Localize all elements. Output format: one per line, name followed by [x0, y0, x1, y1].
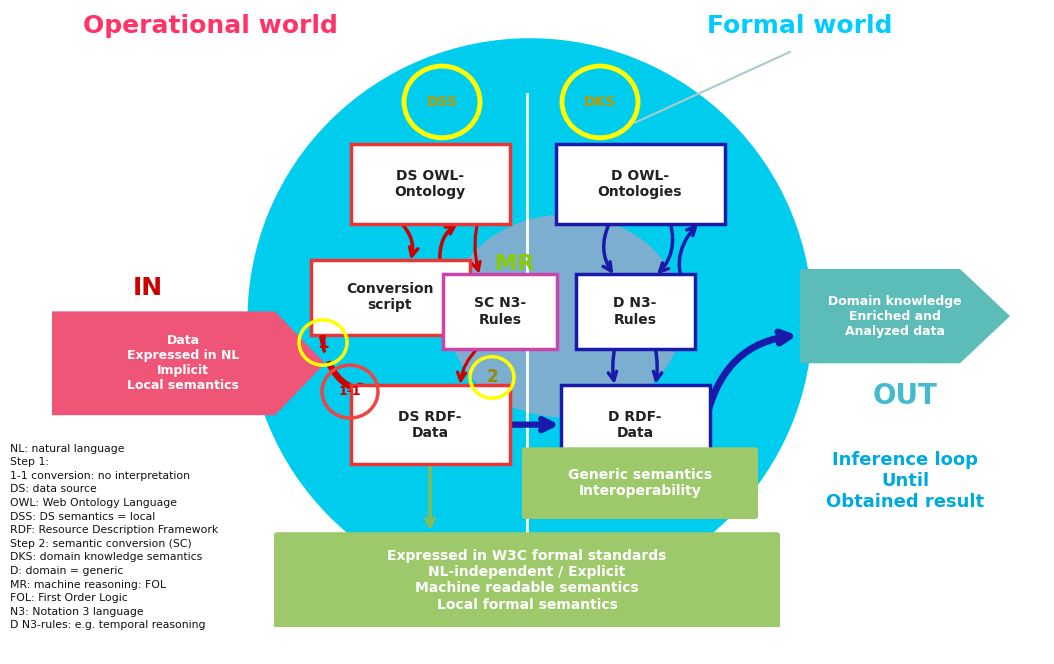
Text: Domain knowledge
Enriched and
Analyzed data: Domain knowledge Enriched and Analyzed d…: [828, 295, 962, 337]
FancyBboxPatch shape: [351, 385, 509, 464]
Text: MR: MR: [495, 254, 534, 274]
FancyBboxPatch shape: [443, 274, 557, 349]
FancyBboxPatch shape: [561, 385, 709, 464]
Ellipse shape: [248, 39, 813, 600]
Text: Formal world: Formal world: [707, 15, 893, 39]
Text: D N3-
Rules: D N3- Rules: [613, 296, 657, 327]
Text: D RDF-
Data: D RDF- Data: [608, 410, 662, 440]
Text: OUT: OUT: [873, 382, 937, 410]
Text: 2: 2: [486, 369, 497, 386]
FancyBboxPatch shape: [555, 144, 724, 224]
Text: Generic semantics
Interoperability: Generic semantics Interoperability: [568, 468, 713, 498]
Polygon shape: [52, 311, 325, 415]
Text: Conversion
script: Conversion script: [347, 282, 434, 312]
Text: D OWL-
Ontologies: D OWL- Ontologies: [598, 169, 682, 199]
Text: DS RDF-
Data: DS RDF- Data: [398, 410, 462, 440]
FancyBboxPatch shape: [522, 448, 758, 519]
Text: Operational world: Operational world: [82, 15, 337, 39]
FancyBboxPatch shape: [575, 274, 695, 349]
FancyBboxPatch shape: [274, 533, 780, 628]
Text: Data
Expressed in NL
Implicit
Local semantics: Data Expressed in NL Implicit Local sema…: [126, 334, 239, 392]
Text: DSS: DSS: [427, 95, 457, 109]
Text: NL: natural language
Step 1:
1-1 conversion: no interpretation
DS: data source
O: NL: natural language Step 1: 1-1 convers…: [9, 444, 218, 630]
Text: DKS: DKS: [584, 95, 617, 109]
Text: SC N3-
Rules: SC N3- Rules: [474, 296, 526, 327]
Text: 1-1: 1-1: [338, 385, 362, 398]
Text: 1: 1: [317, 333, 329, 351]
Polygon shape: [800, 269, 1010, 363]
FancyBboxPatch shape: [311, 260, 469, 335]
Text: DS OWL-
Ontology: DS OWL- Ontology: [394, 169, 466, 199]
FancyBboxPatch shape: [351, 144, 509, 224]
Text: IN: IN: [133, 276, 163, 300]
Ellipse shape: [448, 214, 683, 418]
Text: Inference loop
Until
Obtained result: Inference loop Until Obtained result: [826, 452, 984, 511]
Text: Expressed in W3C formal standards
NL-independent / Explicit
Machine readable sem: Expressed in W3C formal standards NL-ind…: [387, 549, 667, 612]
